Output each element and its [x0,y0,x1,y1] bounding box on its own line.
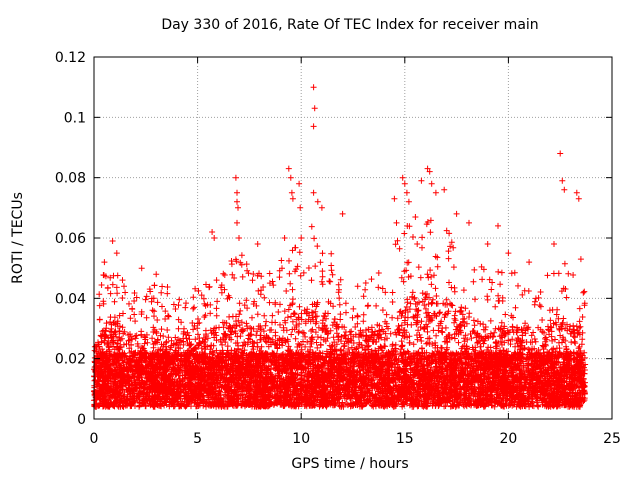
y-tick-label: 0.06 [55,231,86,247]
x-tick-label: 5 [193,431,202,447]
axis-ticks: 0 5 10 15 20 25 0 0.02 0.04 0.06 0.08 0.1 0.12 [55,50,621,447]
y-tick-label: 0 [77,412,86,428]
y-tick-label: 0.08 [55,171,86,187]
x-axis-label: GPS time / hours [291,456,409,472]
x-tick-label: 10 [292,431,310,447]
scatter-markers [91,84,589,410]
x-tick-label: 20 [499,431,517,447]
y-tick-label: 0.1 [64,110,86,126]
y-tick-label: 0.02 [55,352,86,368]
x-tick-label: 0 [90,431,99,447]
chart-title: Day 330 of 2016, Rate Of TEC Index for r… [161,17,539,33]
data-points [91,84,589,410]
y-tick-label: 0.12 [55,50,86,66]
y-tick-label: 0.04 [55,291,86,307]
x-tick-label: 15 [396,431,414,447]
x-tick-label: 25 [603,431,621,447]
